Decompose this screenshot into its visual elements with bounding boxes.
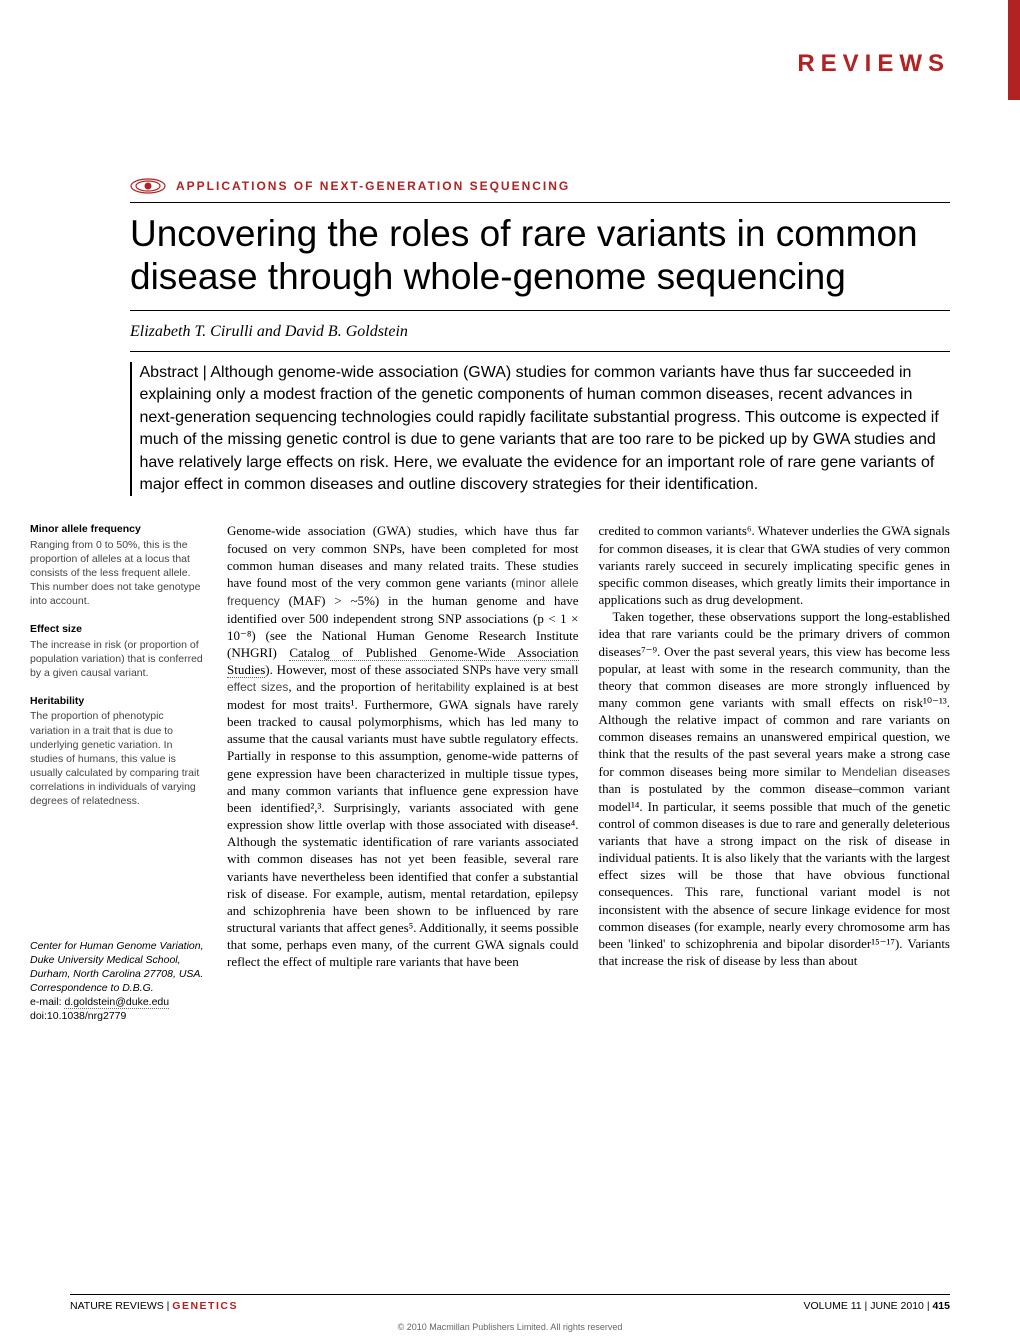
inline-term: heritability <box>416 680 470 694</box>
abstract-marker <box>130 362 132 496</box>
email-label: e-mail: <box>30 996 64 1008</box>
inline-term: effect sizes <box>227 680 288 694</box>
body-text: than is postulated by the common disease… <box>599 781 951 968</box>
footer: NATURE REVIEWS | GENETICS VOLUME 11 | JU… <box>70 1294 950 1312</box>
body-text: Taken together, these observations suppo… <box>599 609 951 778</box>
abstract-text: Abstract | Although genome-wide associat… <box>140 362 951 496</box>
volume-info: VOLUME 11 | JUNE 2010 | <box>803 1300 932 1312</box>
journal-name: GENETICS <box>172 1300 238 1312</box>
series-badge: APPLICATIONS OF NEXT-GENERATION SEQUENCI… <box>130 178 950 194</box>
body-text: explained is at best modest for most tra… <box>227 679 579 969</box>
main-row: Minor allele frequency Ranging from 0 to… <box>30 522 950 1023</box>
inline-term: Mendelian diseases <box>842 765 950 779</box>
body-para: Taken together, these observations suppo… <box>599 608 951 969</box>
body-column-2: credited to common variants⁶. Whatever u… <box>599 522 951 1023</box>
abstract: Abstract | Although genome-wide associat… <box>130 362 950 496</box>
title-block: Uncovering the roles of rare variants in… <box>130 202 950 311</box>
footer-right: VOLUME 11 | JUNE 2010 | 415 <box>803 1300 950 1312</box>
glossary-def: The proportion of phenotypic variation i… <box>30 709 205 808</box>
footer-left: NATURE REVIEWS | GENETICS <box>70 1300 238 1312</box>
authors: Elizabeth T. Cirulli and David B. Goldst… <box>130 317 950 352</box>
affiliation-text: Center for Human Genome Variation, Duke … <box>30 940 204 995</box>
body-text: , and the proportion of <box>288 679 416 694</box>
body-para: credited to common variants⁶. Whatever u… <box>599 522 951 608</box>
section-label: REVIEWS <box>70 50 950 78</box>
doi: doi:10.1038/nrg2779 <box>30 1010 126 1022</box>
accent-bar <box>1008 0 1020 100</box>
content: APPLICATIONS OF NEXT-GENERATION SEQUENCI… <box>0 78 1020 1024</box>
header: REVIEWS <box>0 0 1020 78</box>
body-columns: Genome-wide association (GWA) studies, w… <box>227 522 950 1023</box>
glossary-term: Minor allele frequency <box>30 522 205 536</box>
copyright: © 2010 Macmillan Publishers Limited. All… <box>0 1322 1020 1332</box>
page-number: 415 <box>932 1300 950 1312</box>
sidebar: Minor allele frequency Ranging from 0 to… <box>30 522 205 1023</box>
series-icon <box>130 178 166 194</box>
affiliation: Center for Human Genome Variation, Duke … <box>30 939 205 1024</box>
glossary-term: Effect size <box>30 622 205 636</box>
glossary-term: Heritability <box>30 694 205 708</box>
glossary-def: Ranging from 0 to 50%, this is the propo… <box>30 538 205 609</box>
journal-prefix: NATURE REVIEWS | <box>70 1300 172 1312</box>
article-title: Uncovering the roles of rare variants in… <box>130 213 950 298</box>
email-link[interactable]: d.goldstein@duke.edu <box>64 996 169 1009</box>
series-label: APPLICATIONS OF NEXT-GENERATION SEQUENCI… <box>176 179 570 193</box>
body-text: ). However, most of these associated SNP… <box>265 662 578 677</box>
body-column-1: Genome-wide association (GWA) studies, w… <box>227 522 579 1023</box>
glossary-def: The increase in risk (or proportion of p… <box>30 638 205 681</box>
